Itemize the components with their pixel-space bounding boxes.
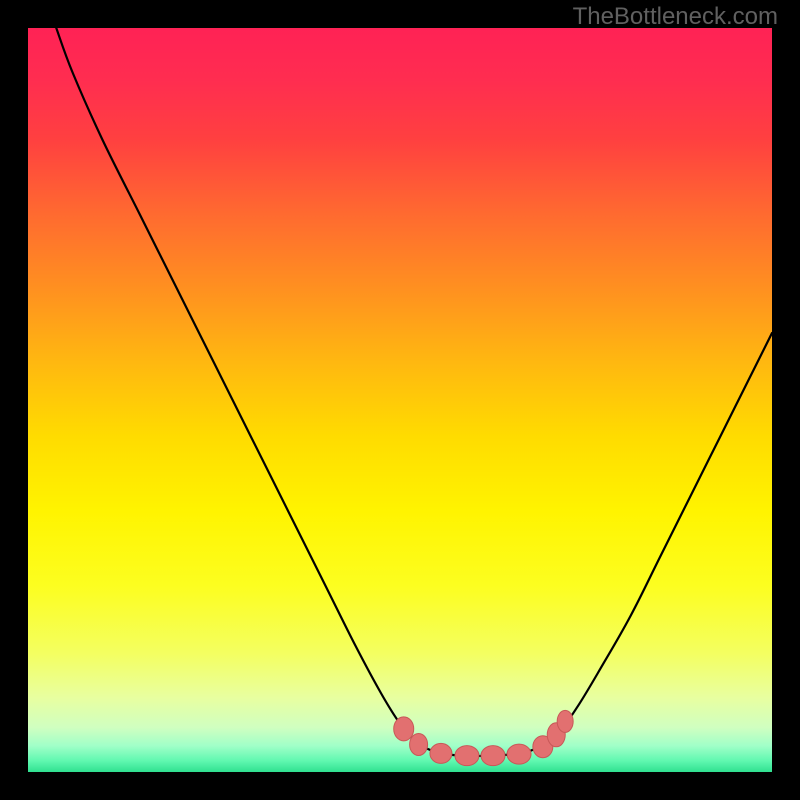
watermark-text: TheBottleneck.com xyxy=(573,3,778,31)
gradient-background xyxy=(28,28,772,772)
curve-marker xyxy=(557,710,573,732)
curve-marker xyxy=(481,746,505,766)
curve-marker xyxy=(394,717,414,741)
curve-marker xyxy=(455,746,479,766)
curve-marker xyxy=(410,733,428,755)
plot-area xyxy=(28,28,772,772)
chart-container: TheBottleneck.com xyxy=(0,0,800,800)
curve-marker xyxy=(430,743,452,763)
gradient-curve-chart xyxy=(28,28,772,772)
curve-marker xyxy=(507,744,531,764)
